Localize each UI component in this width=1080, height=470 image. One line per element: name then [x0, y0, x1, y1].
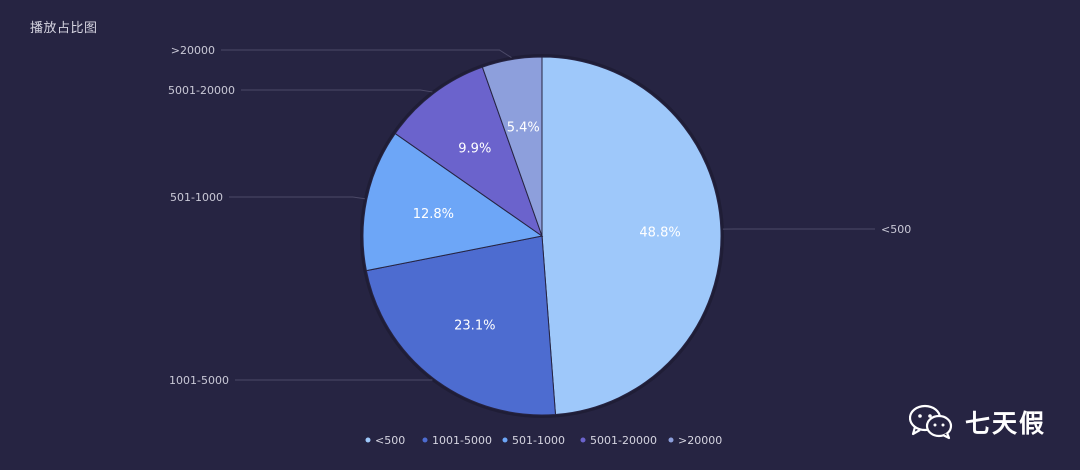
pie-slice-lt500[interactable]	[541, 56, 722, 416]
legend-item-501-1000[interactable]: 501-1000	[502, 434, 565, 447]
category-label-lt500: <500	[881, 223, 911, 236]
wechat-icon	[908, 404, 953, 440]
pie-category-labels: <500 1001-5000 501-1000 5001-20000 >20000	[168, 44, 911, 387]
legend-item-gt20000[interactable]: >20000	[668, 434, 723, 447]
legend-marker-1001-5000	[422, 437, 428, 443]
legend-marker-lt500	[365, 437, 371, 443]
pie-value-labels: 48.8% 23.1% 12.8% 9.9% 5.4%	[413, 121, 681, 334]
category-label-1001-5000: 1001-5000	[169, 374, 229, 387]
category-label-gt20000: >20000	[171, 44, 215, 57]
legend-marker-5001-20000	[580, 437, 586, 443]
pie-slices	[360, 54, 724, 418]
watermark: 七天假	[908, 404, 1046, 440]
value-label-501-1000: 12.8%	[413, 207, 454, 222]
legend-label-5001-20000: 5001-20000	[590, 434, 657, 447]
legend-label-501-1000: 501-1000	[512, 434, 565, 447]
legend-item-5001-20000[interactable]: 5001-20000	[580, 434, 657, 447]
pie-slice-1001-5000[interactable]	[365, 235, 557, 416]
value-label-lt500: 48.8%	[639, 226, 680, 241]
value-label-5001-20000: 9.9%	[458, 142, 491, 157]
legend-label-gt20000: >20000	[678, 434, 722, 447]
pie-slice-501-1000[interactable]	[362, 132, 544, 272]
legend-marker-501-1000	[502, 437, 508, 443]
pie-slice-5001-20000[interactable]	[394, 66, 543, 238]
leader-line-gt20000	[221, 49, 512, 59]
category-label-5001-20000: 5001-20000	[168, 84, 235, 97]
leader-line-5001-20000	[241, 89, 433, 93]
legend-label-1001-5000: 1001-5000	[432, 434, 492, 447]
legend-item-lt500[interactable]: <500	[365, 434, 406, 447]
chart-title: 播放占比图	[30, 21, 98, 36]
legend-label-lt500: <500	[375, 434, 405, 447]
watermark-text: 七天假	[964, 409, 1046, 438]
category-label-501-1000: 501-1000	[170, 191, 223, 204]
legend-marker-gt20000	[668, 437, 674, 443]
pie-slice-gt20000[interactable]	[481, 56, 543, 237]
legend-item-1001-5000[interactable]: 1001-5000	[422, 434, 492, 447]
value-label-gt20000: 5.4%	[507, 121, 540, 136]
pie-leader-lines	[221, 49, 875, 381]
legend: <500 1001-5000 501-1000 5001-20000 >20000	[365, 434, 723, 447]
leader-line-501-1000	[229, 196, 365, 200]
value-label-1001-5000: 23.1%	[454, 318, 495, 333]
